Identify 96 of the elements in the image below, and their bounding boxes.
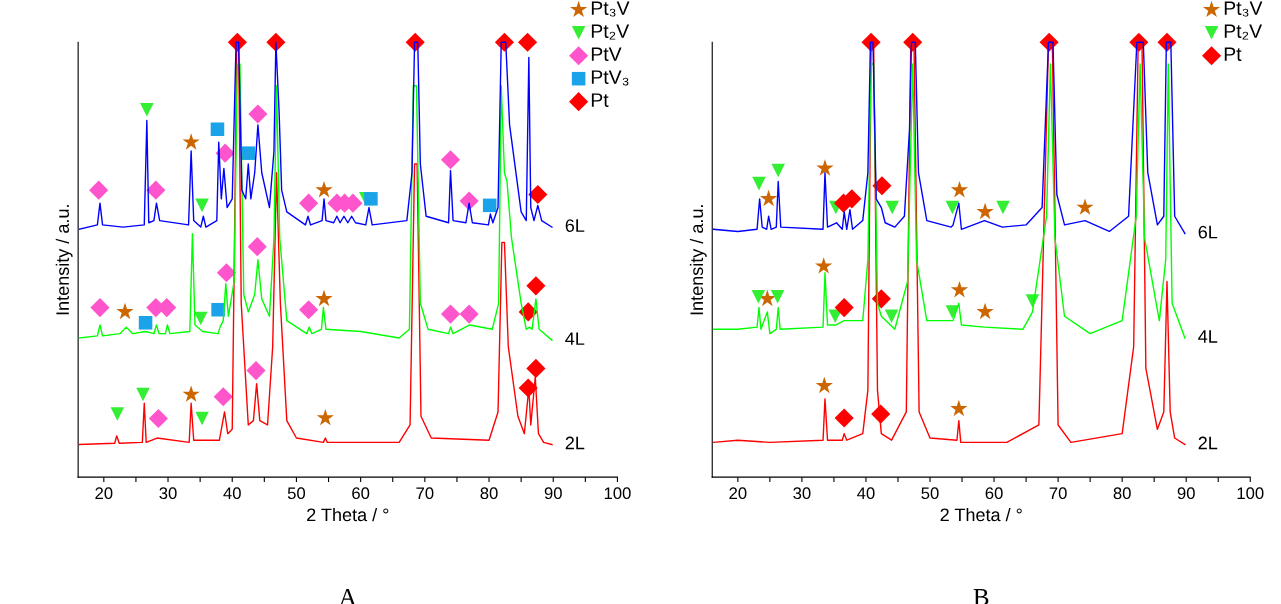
- x-tick-label: 40: [223, 487, 241, 500]
- series-label: 4L: [565, 332, 585, 345]
- point: [299, 300, 319, 320]
- series-label: 6L: [1198, 225, 1218, 239]
- point: [241, 146, 256, 160]
- x-tick-label: 70: [1049, 487, 1067, 500]
- legend-label: PtV₃: [591, 70, 629, 86]
- point: [950, 181, 969, 198]
- point: [759, 189, 778, 207]
- legend-label: Pt: [591, 93, 609, 107]
- point: [215, 143, 235, 163]
- x-tick-label: 40: [857, 487, 875, 500]
- x-axis-title: 2 Theta / °: [940, 507, 1022, 522]
- point: [146, 180, 166, 200]
- point: [885, 200, 899, 215]
- point: [138, 316, 153, 330]
- series-label: 4L: [1198, 330, 1218, 343]
- point: [299, 193, 319, 213]
- point: [950, 281, 969, 298]
- point: [815, 376, 833, 394]
- x-tick-label: 60: [985, 487, 1003, 500]
- x-tick-label: 30: [159, 487, 177, 500]
- legend-label: PtV: [591, 47, 622, 61]
- point: [90, 297, 110, 318]
- point: [950, 399, 968, 417]
- x-tick-label: 20: [729, 487, 747, 500]
- point: [459, 191, 479, 211]
- point: [315, 181, 333, 198]
- point: [213, 387, 233, 407]
- legend-label: Pt₂V: [1224, 24, 1263, 40]
- x-axis-title: 2 Theta / °: [307, 507, 389, 522]
- series-label: 2L: [565, 436, 585, 450]
- point: [816, 159, 834, 176]
- x-tick-label: 50: [921, 487, 939, 500]
- point: [440, 304, 461, 324]
- point: [247, 237, 267, 257]
- y-axis-title: Intensity / a.u.: [689, 205, 707, 315]
- point: [182, 133, 200, 150]
- x-tick-label: 90: [544, 487, 562, 500]
- point: [976, 202, 994, 220]
- point: [316, 408, 334, 426]
- legend-label: Pt₃V: [591, 1, 630, 17]
- point: [770, 289, 785, 304]
- x-tick-label: 30: [793, 487, 811, 500]
- x-tick-label: 70: [416, 487, 434, 500]
- point: [815, 257, 833, 274]
- point: [976, 302, 994, 320]
- point: [996, 200, 1010, 215]
- point: [1076, 198, 1094, 215]
- point: [140, 102, 154, 117]
- x-tick-label: 90: [1177, 487, 1195, 500]
- x-tick-label: 60: [352, 487, 370, 500]
- point: [148, 408, 168, 429]
- point: [136, 387, 150, 402]
- point: [771, 163, 785, 178]
- point: [364, 192, 378, 206]
- point: [116, 302, 134, 320]
- point: [945, 200, 960, 215]
- point: [945, 305, 960, 319]
- x-tick-label: 80: [1113, 487, 1131, 500]
- point: [246, 361, 266, 381]
- point: [194, 311, 208, 326]
- x-tick-label: 100: [1237, 487, 1264, 500]
- point: [751, 289, 766, 304]
- legend-label: Pt₂V: [591, 24, 630, 40]
- point: [517, 32, 538, 52]
- point: [482, 198, 497, 213]
- x-tick-label: 50: [287, 487, 306, 500]
- point: [834, 408, 854, 428]
- point: [195, 198, 209, 213]
- legend-label: Pt₃V: [1224, 1, 1263, 17]
- point: [752, 176, 766, 191]
- point: [528, 184, 548, 205]
- point: [110, 407, 125, 421]
- point: [526, 276, 546, 296]
- legend-label: Pt: [1224, 47, 1242, 61]
- x-tick-label: 80: [480, 487, 498, 500]
- point: [884, 309, 899, 324]
- x-tick-label: 100: [604, 487, 631, 500]
- point: [89, 180, 109, 200]
- point: [315, 289, 333, 307]
- series-label: 2L: [1198, 436, 1218, 450]
- point: [526, 358, 546, 379]
- point: [872, 176, 892, 196]
- point: [216, 263, 237, 283]
- point: [440, 150, 461, 170]
- point: [210, 122, 225, 137]
- point: [834, 297, 854, 318]
- point: [195, 411, 209, 426]
- point: [459, 304, 479, 324]
- y-axis-title: Intensity / a.u.: [55, 205, 73, 315]
- point: [182, 385, 200, 402]
- x-tick-label: 20: [95, 487, 113, 500]
- series-label: 6L: [565, 219, 585, 232]
- point: [248, 104, 268, 124]
- point: [842, 189, 862, 209]
